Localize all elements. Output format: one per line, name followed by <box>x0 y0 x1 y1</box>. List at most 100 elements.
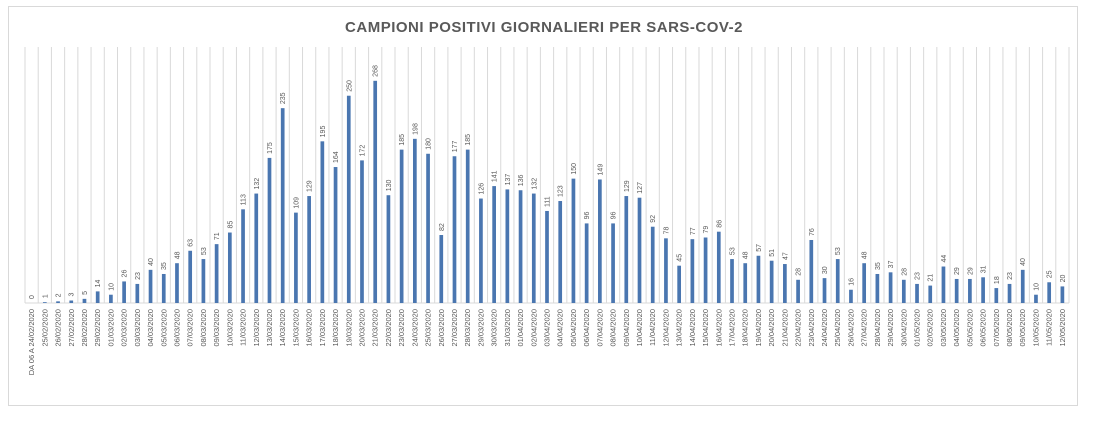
x-tick-label: 05/03/2020 <box>159 309 168 347</box>
value-label: 164 <box>333 151 340 163</box>
bar <box>280 108 285 303</box>
value-label: 109 <box>293 197 300 209</box>
value-label: 16 <box>848 278 855 286</box>
bar <box>452 156 457 303</box>
x-tick-label: 25/04/2020 <box>833 309 842 347</box>
value-label: 235 <box>280 92 287 104</box>
value-label: 141 <box>492 170 499 182</box>
value-label: 129 <box>624 180 631 192</box>
value-label: 53 <box>201 247 208 255</box>
value-label: 53 <box>730 247 737 255</box>
bar <box>968 278 972 303</box>
bar <box>175 263 179 303</box>
bar <box>294 212 298 303</box>
bar <box>862 263 867 303</box>
value-label: 35 <box>875 262 882 270</box>
value-label: 82 <box>439 223 446 231</box>
x-tick-label: 06/03/2020 <box>172 309 181 347</box>
x-tick-label: 21/03/2020 <box>371 309 380 347</box>
bar <box>386 195 391 303</box>
bar <box>214 244 219 303</box>
value-label: 129 <box>307 180 314 192</box>
value-label: 150 <box>571 163 578 175</box>
value-label: 149 <box>597 164 604 176</box>
value-label: 35 <box>161 262 168 270</box>
x-tick-label: 08/03/2020 <box>199 309 208 347</box>
bar <box>307 196 311 303</box>
bar <box>545 210 549 303</box>
value-label: 28 <box>901 268 908 276</box>
x-tick-label: 04/03/2020 <box>146 309 155 347</box>
bar <box>201 259 206 303</box>
bar <box>650 226 655 303</box>
value-label: 29 <box>954 267 961 275</box>
bar <box>241 209 245 303</box>
x-tick-label: 14/04/2020 <box>688 309 697 347</box>
x-tick-label: 30/04/2020 <box>899 309 908 347</box>
x-tick-label: 27/02/2020 <box>67 309 76 347</box>
value-label: 0 <box>29 295 36 299</box>
x-tick-label: 02/05/2020 <box>926 309 935 347</box>
value-label: 37 <box>888 260 895 268</box>
x-tick-label: 20/04/2020 <box>767 309 776 347</box>
x-tick-label: 19/03/2020 <box>344 309 353 347</box>
x-tick-label: 02/04/2020 <box>529 309 538 347</box>
value-label: 47 <box>782 252 789 260</box>
bar <box>756 255 761 303</box>
bar <box>558 201 563 303</box>
bar <box>703 237 708 303</box>
x-tick-label: 13/04/2020 <box>675 309 684 347</box>
x-tick-label: 26/03/2020 <box>437 309 446 347</box>
value-label: 18 <box>994 276 1001 284</box>
value-label: 26 <box>122 270 129 278</box>
value-label: 57 <box>756 244 763 252</box>
x-tick-label: 05/04/2020 <box>569 309 578 347</box>
value-label: 111 <box>545 196 552 207</box>
value-label: 40 <box>1020 258 1027 266</box>
x-tick-label: 29/04/2020 <box>886 309 895 347</box>
value-label: 177 <box>452 140 459 152</box>
bar <box>716 231 721 303</box>
value-label: 48 <box>743 251 750 259</box>
value-label: 30 <box>822 266 829 274</box>
x-tick-label: 15/03/2020 <box>291 309 300 347</box>
x-tick-label: 26/04/2020 <box>846 309 855 347</box>
x-tick-label: 03/04/2020 <box>543 309 552 347</box>
bar <box>730 259 734 303</box>
x-tick-label: 17/03/2020 <box>318 309 327 347</box>
bar <box>492 186 496 303</box>
bar <box>373 80 378 303</box>
x-tick-label: 08/04/2020 <box>609 309 618 347</box>
bar <box>1034 294 1038 303</box>
x-tick-label: 29/02/2020 <box>93 309 102 347</box>
x-tick-label: 07/04/2020 <box>595 309 604 347</box>
value-label: 127 <box>637 182 644 194</box>
bar <box>809 239 814 303</box>
bar <box>95 291 100 303</box>
x-tick-label: 22/04/2020 <box>794 309 803 347</box>
value-label: 175 <box>267 142 274 154</box>
bar <box>994 288 999 303</box>
x-tick-label: 10/05/2020 <box>1031 309 1040 347</box>
x-tick-label: 16/04/2020 <box>714 309 723 347</box>
value-label: 96 <box>584 212 591 220</box>
value-label: 23 <box>915 272 922 280</box>
value-label: 3 <box>69 293 76 297</box>
value-label: 77 <box>690 227 697 235</box>
value-label: 185 <box>465 134 472 146</box>
value-label: 113 <box>241 194 248 205</box>
x-tick-label: 18/03/2020 <box>331 309 340 347</box>
x-tick-label: 25/02/2020 <box>40 309 49 347</box>
bar <box>505 189 510 303</box>
bar <box>624 196 629 303</box>
value-label: 136 <box>518 174 525 186</box>
bar <box>412 138 417 303</box>
value-label: 10 <box>1033 283 1040 291</box>
bar <box>161 273 166 303</box>
bar <box>479 198 483 303</box>
x-tick-label: 23/04/2020 <box>807 309 816 347</box>
value-label: 71 <box>214 232 221 240</box>
value-label: 85 <box>227 221 234 229</box>
x-tick-label: 09/04/2020 <box>622 309 631 347</box>
x-tick-label: 03/03/2020 <box>133 309 142 347</box>
